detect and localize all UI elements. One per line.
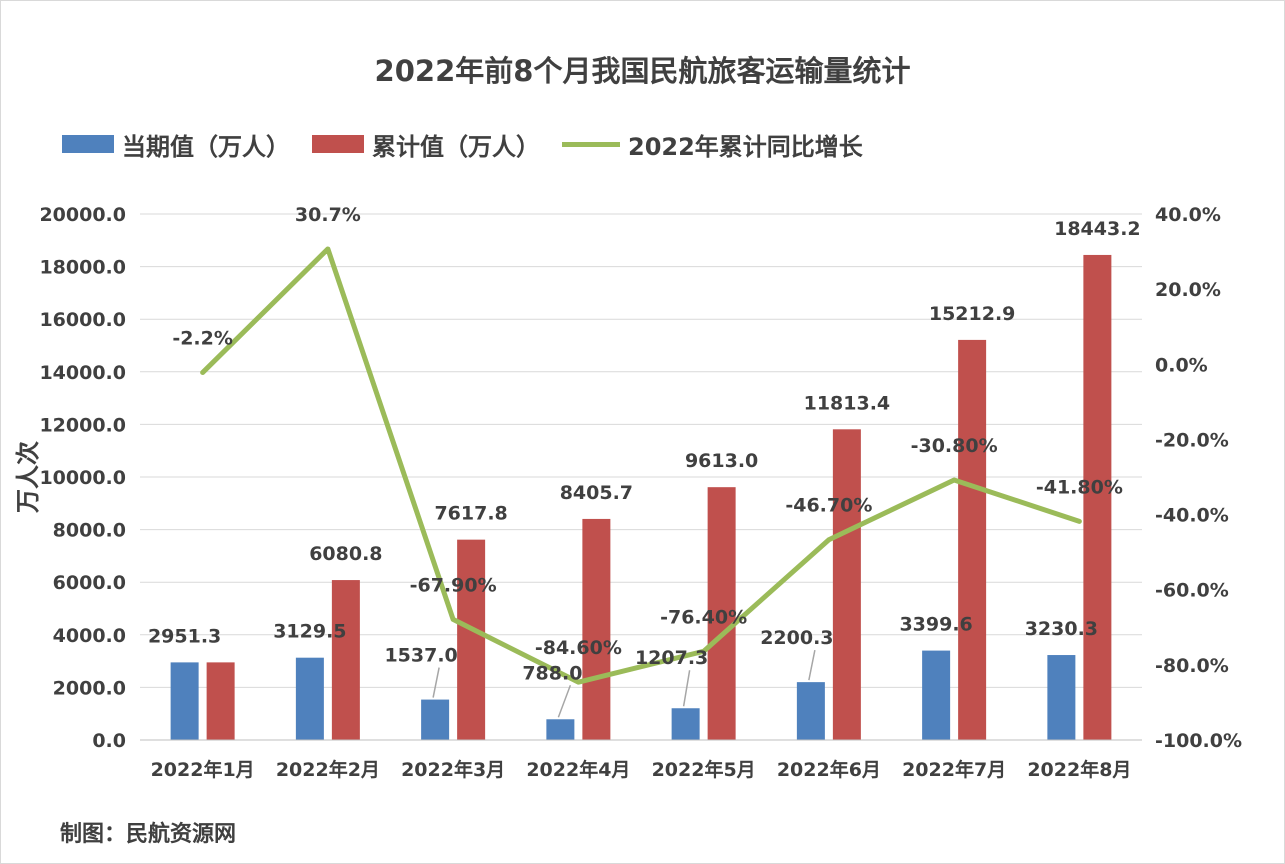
data-label-current: 2200.3	[760, 627, 833, 649]
legend-label-cumulative: 累计值（万人）	[372, 132, 540, 161]
bar-current	[295, 657, 324, 740]
y-tick-label: 10000.0	[39, 467, 126, 489]
data-label-growth: -41.80%	[1036, 476, 1123, 498]
bar-cumulative	[707, 487, 736, 740]
data-label-cumulative: 15212.9	[929, 303, 1016, 325]
x-tick-label: 2022年4月	[526, 758, 630, 781]
x-tick-label: 2022年7月	[902, 758, 1006, 781]
data-label-growth: -46.70%	[785, 495, 872, 517]
data-label-current: 3230.3	[1025, 618, 1098, 640]
leader-line	[682, 670, 691, 707]
y-axis-title: 万人次	[14, 441, 42, 513]
bar-cumulative	[958, 339, 987, 740]
y-tick-label: 14000.0	[39, 362, 126, 384]
x-tick-label: 2022年5月	[652, 758, 756, 781]
x-tick-label: 2022年1月	[151, 758, 255, 781]
bar-cumulative	[331, 580, 360, 740]
bar-current	[421, 699, 450, 740]
data-label-cumulative: 18443.2	[1054, 218, 1141, 240]
legend-swatch-growth	[562, 141, 620, 147]
data-label-growth: -76.40%	[660, 606, 747, 628]
data-label-current: 3399.6	[899, 614, 972, 636]
y-tick-label: 0.0	[92, 730, 126, 752]
data-labels: 2951.3 3129.5 1537.0 788.0 1207.3 2200.3 3399.…	[148, 204, 1141, 718]
data-label-growth: -67.90%	[410, 574, 497, 596]
y2-tick-label: -20.0%	[1155, 429, 1229, 451]
y2-tick-label: -40.0%	[1155, 505, 1229, 527]
bar-cumulative	[206, 662, 235, 740]
x-tick-label: 2022年6月	[777, 758, 881, 781]
y-tick-label: 18000.0	[39, 257, 126, 279]
x-tick-label: 2022年2月	[276, 758, 380, 781]
bar-current	[546, 719, 575, 740]
legend-item-cumulative: 累计值（万人）	[312, 127, 540, 162]
chart-credit: 制图：民航资源网	[60, 822, 237, 847]
chart-title: 2022年前8个月我国民航旅客运输量统计	[374, 54, 911, 88]
data-label-current: 3129.5	[273, 621, 346, 643]
data-label-cumulative: 9613.0	[685, 450, 758, 472]
growth-line-layer	[200, 246, 1082, 685]
leader-line	[557, 685, 572, 718]
data-label-current: 1537.0	[384, 645, 457, 667]
y-tick-label: 20000.0	[39, 204, 126, 226]
bar-current	[796, 682, 825, 740]
bar-cumulative	[457, 539, 486, 740]
data-label-cumulative: 7617.8	[434, 503, 507, 525]
bar-cumulative	[832, 429, 861, 740]
data-label-growth: -84.60%	[535, 637, 622, 659]
y2-tick-label: 20.0%	[1155, 279, 1221, 301]
legend: 当期值（万人） 累计值（万人） 2022年累计同比增长	[62, 127, 885, 162]
data-label-current: 2951.3	[148, 625, 221, 647]
y-tick-label: 12000.0	[39, 414, 126, 436]
bar-cumulative	[1083, 254, 1112, 740]
y2-tick-label: -100.0%	[1155, 730, 1242, 752]
y-tick-label: 6000.0	[53, 572, 126, 594]
y-tick-label: 8000.0	[53, 520, 126, 542]
y2-tick-label: 40.0%	[1155, 204, 1221, 226]
data-label-growth: -30.80%	[911, 435, 998, 457]
x-tick-label: 2022年8月	[1027, 758, 1131, 781]
y2-tick-label: -80.0%	[1155, 655, 1229, 677]
x-tick-label: 2022年3月	[401, 758, 505, 781]
data-label-growth: -2.2%	[172, 328, 233, 350]
legend-label-growth: 2022年累计同比增长	[628, 132, 863, 161]
bar-current	[671, 708, 700, 740]
data-label-growth: 30.7%	[295, 204, 361, 226]
bar-current	[170, 662, 199, 740]
bar-current	[1047, 655, 1076, 740]
data-label-cumulative: 6080.8	[309, 543, 382, 565]
data-label-current: 788.0	[522, 662, 582, 684]
data-label-cumulative: 11813.4	[804, 392, 891, 414]
y-tick-label: 16000.0	[39, 309, 126, 331]
bar-current	[922, 650, 951, 740]
leader-line	[808, 649, 816, 681]
y-tick-label: 4000.0	[53, 625, 126, 647]
legend-item-current: 当期值（万人）	[62, 127, 290, 162]
bars	[170, 254, 1112, 740]
leader-line	[432, 667, 440, 698]
y2-tick-label: -60.0%	[1155, 580, 1229, 602]
y2-tick-label: 0.0%	[1155, 354, 1208, 376]
bar-cumulative	[582, 518, 611, 740]
legend-swatch-cumulative	[312, 135, 364, 153]
growth-line	[200, 246, 1082, 685]
legend-label-current: 当期值（万人）	[122, 132, 290, 161]
legend-swatch-current	[62, 135, 114, 153]
y-tick-label: 2000.0	[53, 677, 126, 699]
data-label-cumulative: 8405.7	[560, 482, 633, 504]
data-label-current: 1207.3	[635, 647, 708, 669]
axes: 0.0 2000.0 4000.0 6000.0 8000.0 10000.0 12000.…	[14, 204, 1242, 781]
legend-item-growth: 2022年累计同比增长	[562, 127, 863, 162]
